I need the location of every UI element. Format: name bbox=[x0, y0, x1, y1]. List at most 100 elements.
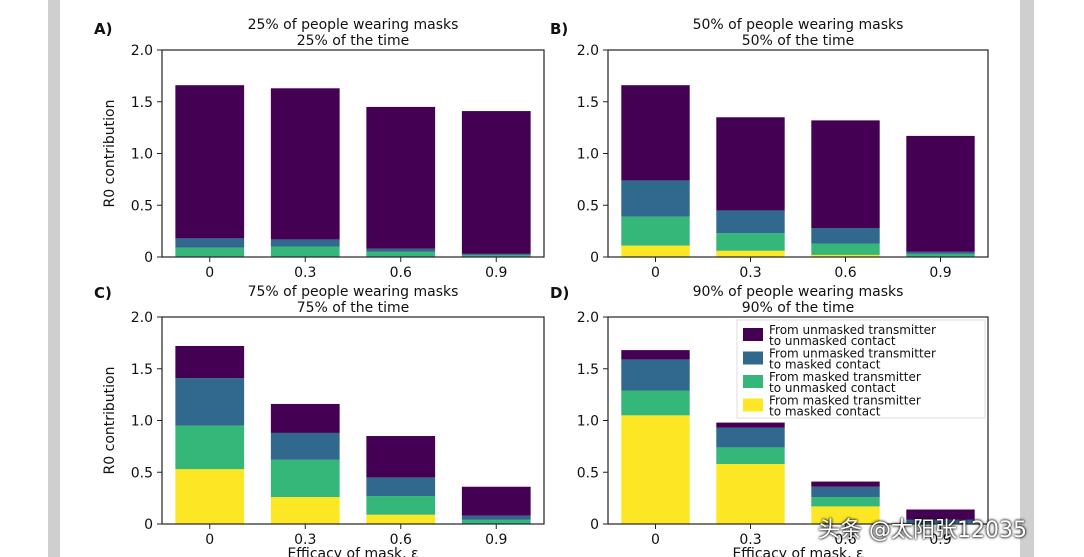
legend-label-line: From masked transmitter bbox=[769, 370, 921, 384]
bar-segment-uu bbox=[366, 436, 436, 478]
y-tick-label: 1.5 bbox=[131, 95, 153, 111]
bar-segment-um bbox=[175, 378, 245, 426]
bar-segment-mu bbox=[461, 254, 531, 257]
bar-segment-mm bbox=[366, 514, 436, 524]
legend-label-line: to unmasked contact bbox=[769, 381, 896, 395]
bar-segment-mu bbox=[461, 519, 531, 524]
y-tick-label: 1.0 bbox=[131, 147, 153, 163]
x-tick-label: 0.6 bbox=[390, 265, 412, 281]
y-axis-label: R0 contribution bbox=[102, 100, 118, 208]
bar-segment-uu bbox=[811, 481, 880, 487]
bar-segment-um bbox=[366, 248, 436, 252]
bar-segment-um bbox=[716, 427, 785, 448]
x-tick-label: 0.6 bbox=[834, 265, 856, 281]
legend-swatch-mu bbox=[743, 375, 763, 388]
legend-swatch-mm bbox=[743, 398, 763, 412]
legend-label-line: From unmasked transmitter bbox=[769, 347, 936, 361]
panel-label: A) bbox=[94, 20, 112, 38]
y-tick-label: 1.0 bbox=[131, 414, 153, 430]
y-tick-label: 2.0 bbox=[131, 43, 153, 59]
x-tick-label: 0.9 bbox=[929, 265, 951, 281]
bar-segment-uu bbox=[270, 88, 340, 240]
bar-segment-mu bbox=[175, 425, 245, 470]
x-tick-label: 0.3 bbox=[294, 265, 316, 281]
y-tick-label: 1.5 bbox=[131, 362, 153, 378]
bar-segment-mm bbox=[811, 254, 880, 257]
bar-segment-um bbox=[621, 359, 690, 391]
bar-segment-uu bbox=[461, 111, 531, 254]
panel-label: B) bbox=[550, 20, 568, 38]
panel-title-line: 75% of people wearing masks bbox=[248, 284, 459, 300]
legend-box bbox=[736, 319, 986, 419]
x-tick-label: 0 bbox=[651, 265, 660, 281]
bar-segment-mu bbox=[811, 497, 880, 507]
bar-segment-mm bbox=[175, 469, 245, 524]
x-tick-label: 0.6 bbox=[390, 532, 412, 548]
bar-segment-mu bbox=[621, 390, 690, 416]
bar-segment-um bbox=[270, 239, 340, 247]
bar-segment-mm bbox=[716, 250, 785, 257]
y-tick-label: 1.5 bbox=[577, 362, 599, 378]
bar-segment-mu bbox=[270, 246, 340, 257]
bar-segment-uu bbox=[270, 403, 340, 433]
legend-swatch-um bbox=[743, 351, 763, 365]
legend-swatch-uu bbox=[743, 328, 763, 341]
bar-segment-um bbox=[270, 432, 340, 460]
y-tick-label: 1.5 bbox=[577, 95, 599, 111]
bar-segment-mu bbox=[716, 447, 785, 464]
bar-segment-uu bbox=[906, 509, 975, 520]
bar-segment-mu bbox=[366, 251, 436, 257]
y-tick-label: 0.5 bbox=[577, 465, 599, 481]
bar-segment-uu bbox=[366, 106, 436, 249]
bar-segment-um bbox=[906, 519, 975, 523]
bar-segment-um bbox=[811, 486, 880, 498]
panel-title-line: 50% of people wearing masks bbox=[693, 17, 904, 33]
y-tick-label: 0.5 bbox=[131, 465, 153, 481]
y-tick-label: 0 bbox=[590, 517, 599, 533]
bar-segment-uu bbox=[811, 120, 880, 229]
y-tick-label: 1.0 bbox=[577, 414, 599, 430]
panel-title-line: 25% of the time bbox=[297, 33, 410, 49]
legend-label-line: to unmasked contact bbox=[769, 334, 896, 348]
y-axis-label: R0 contribution bbox=[102, 367, 118, 475]
legend-label-line: to masked contact bbox=[769, 405, 881, 419]
x-axis-label: Efficacy of mask, ε bbox=[287, 546, 418, 557]
watermark-text: 头条 @太阳张12035 bbox=[818, 518, 1027, 543]
x-tick-label: 0.9 bbox=[485, 532, 507, 548]
y-tick-label: 0.5 bbox=[131, 198, 153, 214]
panel-label: D) bbox=[550, 284, 569, 302]
page-border-left bbox=[48, 0, 60, 557]
bar-segment-um bbox=[811, 228, 880, 244]
x-tick-label: 0.3 bbox=[739, 532, 761, 548]
bar-segment-um bbox=[906, 251, 975, 254]
page-margin-left bbox=[0, 0, 48, 557]
y-tick-label: 2.0 bbox=[131, 310, 153, 326]
bar-segment-mm bbox=[621, 245, 690, 257]
panel-title-line: 90% of the time bbox=[742, 300, 855, 316]
bar-segment-um bbox=[461, 253, 531, 255]
page-margin-right bbox=[1034, 0, 1084, 557]
x-tick-label: 0 bbox=[651, 532, 660, 548]
bar-segment-um bbox=[175, 238, 245, 248]
bar-segment-mm bbox=[716, 463, 785, 524]
bar-segment-uu bbox=[906, 135, 975, 252]
panel-title-line: 25% of people wearing masks bbox=[248, 17, 459, 33]
panel-label: C) bbox=[94, 284, 112, 302]
bar-segment-uu bbox=[461, 486, 531, 516]
y-tick-label: 2.0 bbox=[577, 43, 599, 59]
legend-label-line: From unmasked transmitter bbox=[769, 323, 936, 337]
y-tick-label: 0 bbox=[590, 250, 599, 266]
bar-segment-uu bbox=[175, 345, 245, 379]
bar-segment-um bbox=[621, 180, 690, 217]
x-axis-label: Efficacy of mask, ε bbox=[732, 546, 863, 557]
x-tick-label: 0 bbox=[205, 265, 214, 281]
bar-segment-uu bbox=[716, 422, 785, 428]
bar-segment-mu bbox=[811, 243, 880, 255]
x-tick-label: 0.9 bbox=[929, 532, 951, 548]
y-tick-label: 2.0 bbox=[577, 310, 599, 326]
y-tick-label: 0 bbox=[144, 250, 153, 266]
y-tick-label: 0.5 bbox=[577, 198, 599, 214]
x-tick-label: 0.3 bbox=[294, 532, 316, 548]
y-tick-label: 1.0 bbox=[577, 147, 599, 163]
